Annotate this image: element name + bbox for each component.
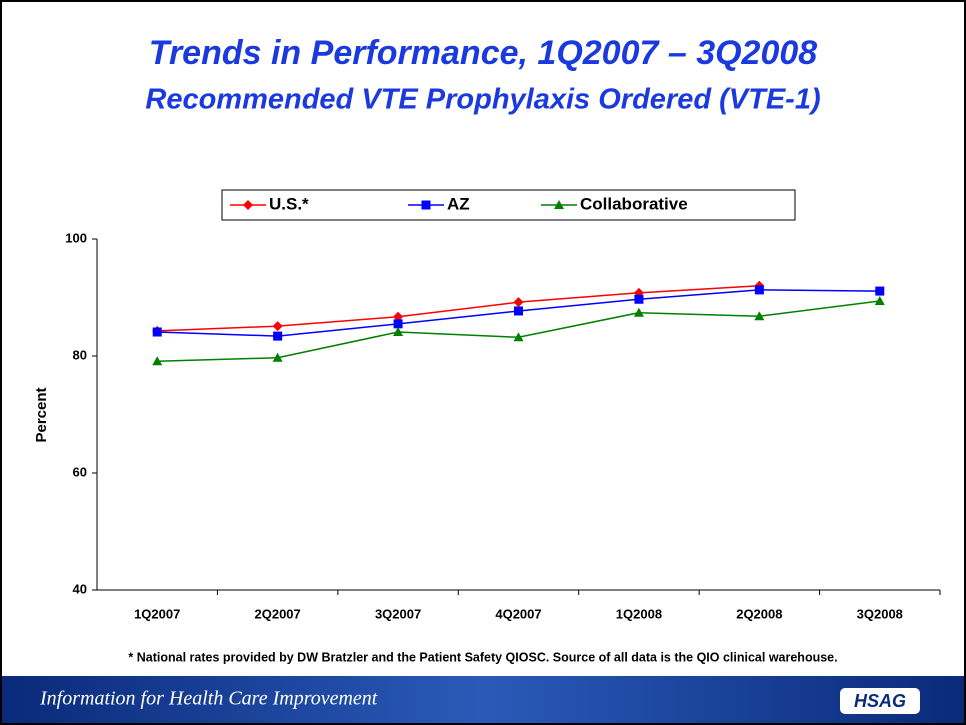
x-tick-label: 1Q2007 xyxy=(134,606,180,621)
marker xyxy=(152,356,163,366)
marker xyxy=(152,327,162,337)
marker xyxy=(634,294,644,304)
marker xyxy=(393,327,404,337)
marker xyxy=(754,311,765,321)
marker xyxy=(272,321,283,332)
chart-title: Trends in Performance, 1Q2007 – 3Q2008 xyxy=(149,34,817,72)
legend-marker xyxy=(421,200,431,210)
legend-marker xyxy=(554,200,564,209)
x-tick-label: 4Q2007 xyxy=(495,606,541,621)
y-tick-label: 60 xyxy=(73,464,87,479)
marker xyxy=(272,352,283,362)
y-tick-label: 100 xyxy=(65,230,87,245)
x-tick-label: 1Q2008 xyxy=(616,606,662,621)
marker xyxy=(754,285,764,295)
legend-label: Collaborative xyxy=(580,194,688,213)
legend-marker xyxy=(243,200,253,210)
marker xyxy=(514,306,523,316)
y-tick-label: 40 xyxy=(73,581,87,596)
marker xyxy=(393,319,403,329)
logo-box xyxy=(840,688,920,714)
x-tick-label: 2Q2007 xyxy=(255,606,301,621)
marker xyxy=(633,307,644,317)
marker xyxy=(513,297,524,308)
footer-tagline: Information for Health Care Improvement xyxy=(39,688,378,710)
marker xyxy=(273,331,283,341)
series-line xyxy=(157,285,760,332)
y-axis-title: Percent xyxy=(33,387,50,442)
legend xyxy=(221,189,796,221)
footer-banner xyxy=(2,676,964,723)
legend-label: U.S.* xyxy=(269,194,309,213)
legend-label: AZ xyxy=(447,194,470,213)
footer-logo: HSAG xyxy=(854,691,906,711)
marker xyxy=(874,296,885,306)
x-tick-label: 2Q2008 xyxy=(736,606,782,621)
y-tick-label: 80 xyxy=(73,347,87,362)
marker xyxy=(393,311,404,322)
chart-subtitle: Recommended VTE Prophylaxis Ordered (VTE… xyxy=(145,84,820,116)
x-tick-label: 3Q2008 xyxy=(857,606,903,621)
x-tick-label: 3Q2007 xyxy=(375,606,421,621)
footnote: * National rates provided by DW Bratzler… xyxy=(128,650,837,664)
marker xyxy=(875,286,885,296)
marker xyxy=(513,332,524,342)
